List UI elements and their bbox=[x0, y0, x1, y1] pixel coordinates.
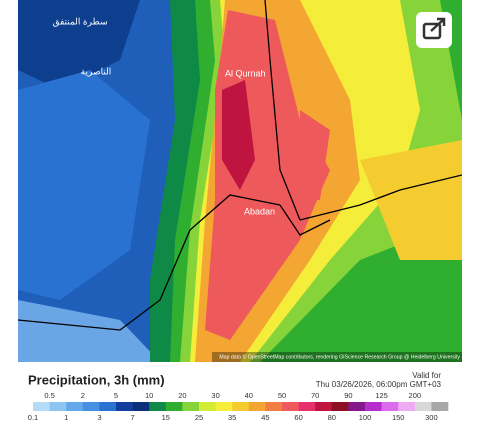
color-segment bbox=[215, 402, 233, 411]
legend-tick-label: 35 bbox=[228, 413, 236, 422]
color-segment bbox=[348, 402, 366, 411]
color-segment bbox=[248, 402, 266, 411]
legend-tick-label: 200 bbox=[409, 391, 422, 400]
color-segment bbox=[431, 402, 449, 411]
color-segment bbox=[182, 402, 200, 411]
place-label: الناصرية bbox=[81, 66, 112, 77]
legend-tick-label: 15 bbox=[162, 413, 170, 422]
legend-tick-label: 20 bbox=[178, 391, 186, 400]
legend-tick-label: 30 bbox=[211, 391, 219, 400]
legend-tick-label: 125 bbox=[375, 391, 388, 400]
legend-title: Precipitation, 3h (mm) bbox=[28, 372, 165, 387]
legend-tick-label: 300 bbox=[425, 413, 438, 422]
color-segment bbox=[282, 402, 299, 411]
share-button[interactable] bbox=[416, 12, 452, 48]
color-bar: 0.10.51235710152025303540455060708090100… bbox=[28, 391, 449, 422]
color-segment bbox=[232, 402, 250, 411]
legend-tick-label: 50 bbox=[278, 391, 286, 400]
legend-tick-label: 150 bbox=[392, 413, 405, 422]
color-segment bbox=[116, 402, 133, 411]
color-segment bbox=[265, 402, 283, 411]
legend-tick-label: 0.5 bbox=[44, 391, 54, 400]
color-segment bbox=[398, 402, 416, 411]
color-segment bbox=[82, 402, 100, 411]
color-segment bbox=[165, 402, 183, 411]
attribution: Map data © OpenStreetMap contributors, r… bbox=[219, 353, 460, 360]
legend-tick-label: 5 bbox=[114, 391, 118, 400]
color-segment bbox=[331, 402, 349, 411]
color-segment bbox=[365, 402, 382, 411]
valid-time: Thu 03/26/2026, 06:00pm GMT+03 bbox=[316, 380, 442, 389]
color-segment bbox=[132, 402, 150, 411]
place-label: سطرة المنتفق bbox=[52, 16, 107, 27]
color-segment bbox=[149, 402, 167, 411]
legend-tick-label: 45 bbox=[261, 413, 269, 422]
color-segment bbox=[298, 402, 316, 411]
valid-label: Valid for bbox=[412, 371, 441, 380]
color-segment bbox=[49, 402, 67, 411]
legend-tick-label: 60 bbox=[294, 413, 302, 422]
legend-tick-label: 100 bbox=[359, 413, 372, 422]
place-label: Al Qurnah bbox=[225, 68, 266, 78]
legend-tick-label: 2 bbox=[81, 391, 85, 400]
color-segment bbox=[381, 402, 399, 411]
map: Al Qurnah Abadan الناصرية سطرة المنتفق M… bbox=[18, 0, 462, 362]
place-label: Abadan bbox=[244, 206, 275, 216]
legend-tick-label: 70 bbox=[311, 391, 319, 400]
color-segment bbox=[66, 402, 84, 411]
color-segment bbox=[414, 402, 432, 411]
color-segment bbox=[33, 402, 50, 411]
color-segment bbox=[99, 402, 117, 411]
legend-tick-label: 3 bbox=[97, 413, 101, 422]
color-segment bbox=[315, 402, 333, 411]
legend-tick-label: 10 bbox=[145, 391, 153, 400]
legend-tick-label: 25 bbox=[195, 413, 203, 422]
color-segment bbox=[199, 402, 216, 411]
attribution-bg bbox=[212, 352, 462, 362]
legend-tick-label: 40 bbox=[245, 391, 253, 400]
legend-tick-label: 0.1 bbox=[28, 413, 38, 422]
legend-tick-label: 80 bbox=[328, 413, 336, 422]
legend-tick-label: 90 bbox=[344, 391, 352, 400]
legend-tick-label: 1 bbox=[64, 413, 68, 422]
legend-tick-label: 7 bbox=[131, 413, 135, 422]
